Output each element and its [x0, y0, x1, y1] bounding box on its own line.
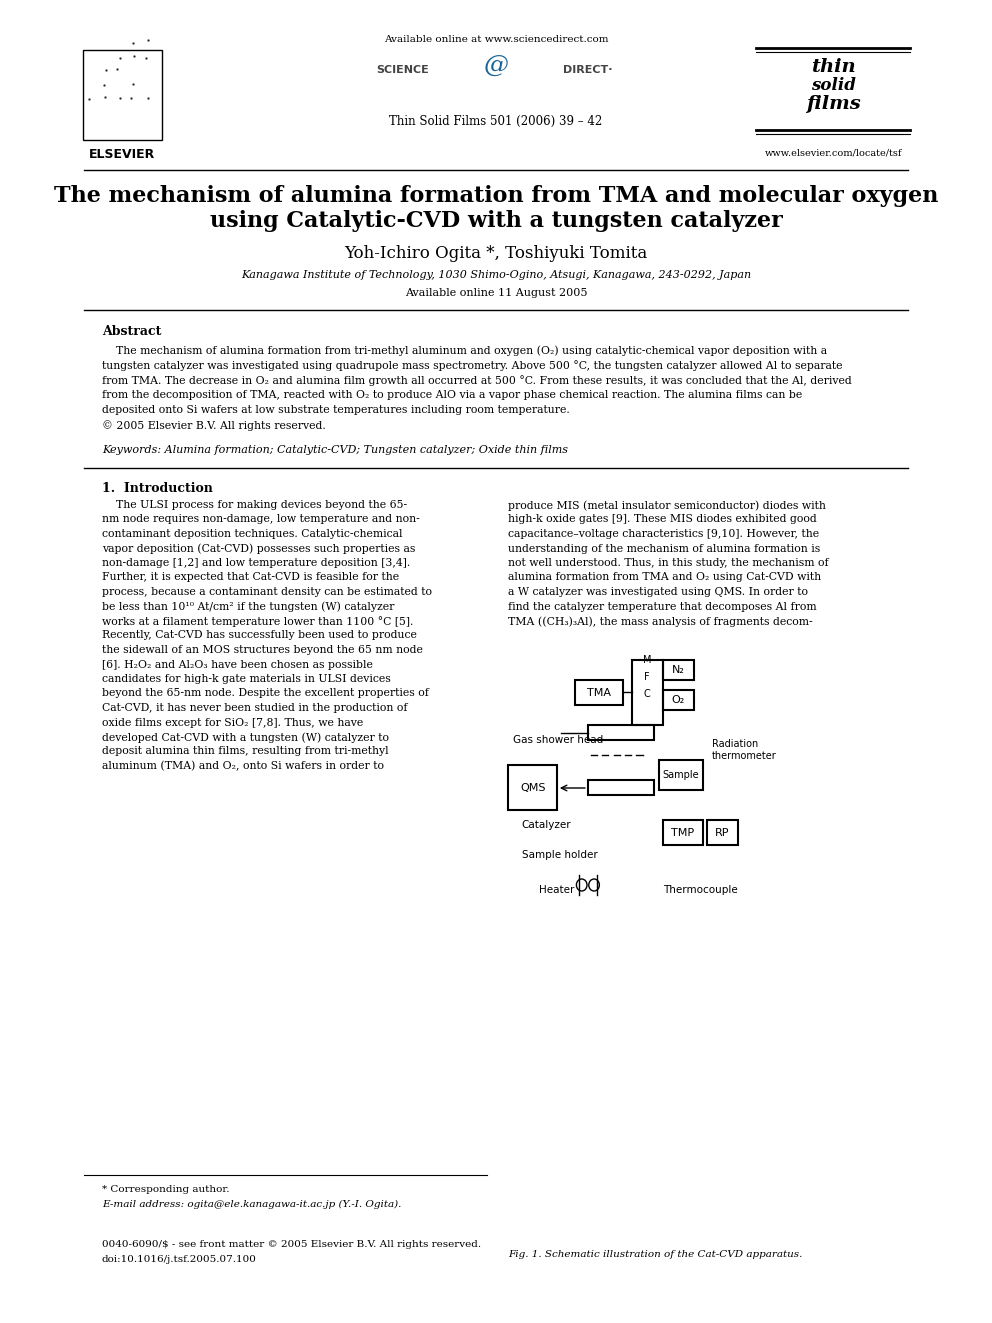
Text: nm node requires non-damage, low temperature and non-: nm node requires non-damage, low tempera…: [102, 515, 420, 524]
Text: doi:10.1016/j.tsf.2005.07.100: doi:10.1016/j.tsf.2005.07.100: [102, 1256, 257, 1263]
Text: * Corresponding author.: * Corresponding author.: [102, 1185, 229, 1193]
Text: be less than 10¹⁰ At/cm² if the tungsten (W) catalyzer: be less than 10¹⁰ At/cm² if the tungsten…: [102, 602, 395, 613]
Text: not well understood. Thus, in this study, the mechanism of: not well understood. Thus, in this study…: [508, 558, 829, 568]
Text: deposited onto Si wafers at low substrate temperatures including room temperatur: deposited onto Si wafers at low substrat…: [102, 405, 569, 415]
Text: QMS: QMS: [520, 782, 546, 792]
Text: Keywords: Alumina formation; Catalytic-CVD; Tungsten catalyzer; Oxide thin films: Keywords: Alumina formation; Catalytic-C…: [102, 445, 568, 455]
Bar: [659, 759, 702, 790]
Text: @: @: [483, 56, 509, 78]
Bar: [82, 50, 162, 140]
Text: works at a filament temperature lower than 1100 °C [5].: works at a filament temperature lower th…: [102, 617, 414, 627]
Text: beyond the 65-nm node. Despite the excellent properties of: beyond the 65-nm node. Despite the excel…: [102, 688, 429, 699]
Text: Available online 11 August 2005: Available online 11 August 2005: [405, 288, 587, 298]
Text: Available online at www.sciencedirect.com: Available online at www.sciencedirect.co…: [384, 34, 608, 44]
Text: Sample: Sample: [663, 770, 699, 781]
Text: process, because a contaminant density can be estimated to: process, because a contaminant density c…: [102, 587, 432, 597]
Text: produce MIS (metal insulator semiconductor) diodes with: produce MIS (metal insulator semiconduct…: [508, 500, 826, 511]
Bar: [574, 680, 623, 705]
Text: Thin Solid Films 501 (2006) 39 – 42: Thin Solid Films 501 (2006) 39 – 42: [390, 115, 602, 128]
Text: capacitance–voltage characteristics [9,10]. However, the: capacitance–voltage characteristics [9,1…: [508, 529, 819, 538]
Text: © 2005 Elsevier B.V. All rights reserved.: © 2005 Elsevier B.V. All rights reserved…: [102, 419, 325, 431]
Text: Kanagawa Institute of Technology, 1030 Shimo-Ogino, Atsugi, Kanagawa, 243-0292, : Kanagawa Institute of Technology, 1030 S…: [241, 270, 751, 280]
Text: aluminum (TMA) and O₂, onto Si wafers in order to: aluminum (TMA) and O₂, onto Si wafers in…: [102, 761, 384, 771]
Text: candidates for high-k gate materials in ULSI devices: candidates for high-k gate materials in …: [102, 673, 391, 684]
Text: understanding of the mechanism of alumina formation is: understanding of the mechanism of alumin…: [508, 544, 820, 553]
Text: deposit alumina thin films, resulting from tri-methyl: deposit alumina thin films, resulting fr…: [102, 746, 389, 757]
Text: F: F: [644, 672, 650, 681]
Text: The ULSI process for making devices beyond the 65-: The ULSI process for making devices beyo…: [102, 500, 407, 509]
Bar: [588, 781, 654, 795]
Text: films: films: [806, 95, 861, 112]
Text: Cat-CVD, it has never been studied in the production of: Cat-CVD, it has never been studied in th…: [102, 703, 408, 713]
Text: TMA: TMA: [587, 688, 611, 697]
Text: Thermocouple: Thermocouple: [663, 885, 738, 894]
Text: Radiation
thermometer: Radiation thermometer: [711, 740, 777, 761]
Text: using Catalytic-CVD with a tungsten catalyzer: using Catalytic-CVD with a tungsten cata…: [209, 210, 783, 232]
Text: Further, it is expected that Cat-CVD is feasible for the: Further, it is expected that Cat-CVD is …: [102, 573, 399, 582]
Text: Catalyzer: Catalyzer: [522, 820, 571, 830]
Text: alumina formation from TMA and O₂ using Cat-CVD with: alumina formation from TMA and O₂ using …: [508, 573, 821, 582]
Bar: [663, 660, 693, 680]
Text: RP: RP: [715, 827, 730, 837]
Text: M: M: [643, 655, 652, 665]
Text: SCIENCE: SCIENCE: [376, 65, 429, 75]
Bar: [588, 725, 654, 740]
Text: Yoh-Ichiro Ogita *, Toshiyuki Tomita: Yoh-Ichiro Ogita *, Toshiyuki Tomita: [344, 245, 648, 262]
Text: 1.  Introduction: 1. Introduction: [102, 482, 213, 495]
Text: E-mail address: ogita@ele.kanagawa-it.ac.jp (Y.-I. Ogita).: E-mail address: ogita@ele.kanagawa-it.ac…: [102, 1200, 402, 1209]
Bar: [663, 820, 702, 845]
Text: ELSEVIER: ELSEVIER: [89, 148, 156, 161]
Text: TMA ((CH₃)₃Al), the mass analysis of fragments decom-: TMA ((CH₃)₃Al), the mass analysis of fra…: [508, 617, 813, 627]
Text: [6]. H₂O₂ and Al₂O₃ have been chosen as possible: [6]. H₂O₂ and Al₂O₃ have been chosen as …: [102, 659, 373, 669]
Text: The mechanism of alumina formation from TMA and molecular oxygen: The mechanism of alumina formation from …: [54, 185, 938, 206]
Bar: [632, 660, 663, 725]
Text: TMP: TMP: [672, 827, 694, 837]
Bar: [707, 820, 738, 845]
Text: 0040-6090/$ - see front matter © 2005 Elsevier B.V. All rights reserved.: 0040-6090/$ - see front matter © 2005 El…: [102, 1240, 481, 1249]
Text: DIRECT·: DIRECT·: [563, 65, 613, 75]
Text: Abstract: Abstract: [102, 325, 162, 337]
Text: from the decomposition of TMA, reacted with O₂ to produce AlO via a vapor phase : from the decomposition of TMA, reacted w…: [102, 390, 803, 400]
Text: find the catalyzer temperature that decomposes Al from: find the catalyzer temperature that deco…: [508, 602, 817, 611]
Text: O₂: O₂: [672, 695, 685, 705]
Text: N₂: N₂: [672, 665, 684, 675]
Text: C: C: [644, 689, 651, 699]
Text: tungsten catalyzer was investigated using quadrupole mass spectrometry. Above 50: tungsten catalyzer was investigated usin…: [102, 360, 842, 370]
Text: Gas shower head: Gas shower head: [513, 736, 603, 745]
Text: thin: thin: [811, 58, 856, 75]
Text: oxide films except for SiO₂ [7,8]. Thus, we have: oxide films except for SiO₂ [7,8]. Thus,…: [102, 717, 363, 728]
Text: contaminant deposition techniques. Catalytic-chemical: contaminant deposition techniques. Catal…: [102, 529, 403, 538]
Text: the sidewall of an MOS structures beyond the 65 nm node: the sidewall of an MOS structures beyond…: [102, 646, 423, 655]
Text: Heater: Heater: [540, 885, 574, 894]
Text: www.elsevier.com/locate/tsf: www.elsevier.com/locate/tsf: [765, 148, 903, 157]
Text: vapor deposition (Cat-CVD) possesses such properties as: vapor deposition (Cat-CVD) possesses suc…: [102, 544, 416, 554]
Text: developed Cat-CVD with a tungsten (W) catalyzer to: developed Cat-CVD with a tungsten (W) ca…: [102, 732, 389, 742]
Text: from TMA. The decrease in O₂ and alumina film growth all occurred at 500 °C. Fro: from TMA. The decrease in O₂ and alumina…: [102, 374, 852, 386]
Text: high-k oxide gates [9]. These MIS diodes exhibited good: high-k oxide gates [9]. These MIS diodes…: [508, 515, 817, 524]
Text: Sample holder: Sample holder: [522, 849, 597, 860]
Text: The mechanism of alumina formation from tri-methyl aluminum and oxygen (O₂) usin: The mechanism of alumina formation from …: [102, 345, 827, 356]
Text: a W catalyzer was investigated using QMS. In order to: a W catalyzer was investigated using QMS…: [508, 587, 808, 597]
Text: Fig. 1. Schematic illustration of the Cat-CVD apparatus.: Fig. 1. Schematic illustration of the Ca…: [508, 1250, 803, 1259]
Bar: [663, 691, 693, 710]
Text: solid: solid: [811, 77, 856, 94]
Bar: [508, 765, 557, 810]
Text: Recently, Cat-CVD has successfully been used to produce: Recently, Cat-CVD has successfully been …: [102, 631, 417, 640]
Text: non-damage [1,2] and low temperature deposition [3,4].: non-damage [1,2] and low temperature dep…: [102, 558, 411, 568]
